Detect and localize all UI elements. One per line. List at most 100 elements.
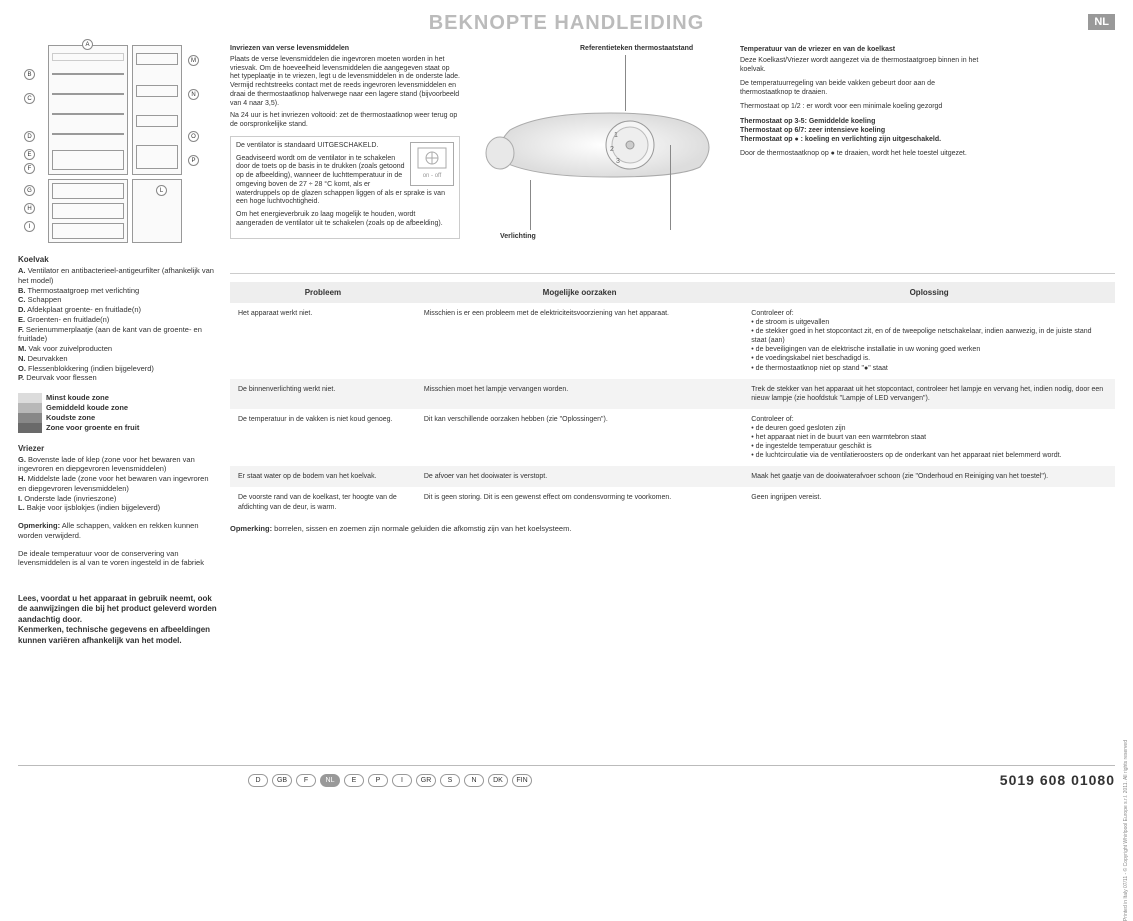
diagram-label: C [24,93,35,104]
temp-l2: Thermostaat op 3-5: Gemiddelde koeling [740,118,875,125]
def-item: L. Bakje voor ijsblokjes (indien bijgele… [18,503,218,513]
cell-problem: De binnenverlichting werkt niet. [230,379,416,409]
diagram-label: N [188,89,199,100]
def-item: M. Vak voor zuivelproducten [18,344,218,354]
cell-solution: Controleer of:• de deuren goed gesloten … [743,409,1115,466]
def-item: H. Middelste lade (zone voor het bewaren… [18,474,218,494]
lang-selector: D GB F NL EPI GR SN DK FIN [248,774,532,787]
def-item: P. Deurvak voor flessen [18,373,218,383]
temp-p1: Deze Koelkast/Vriezer wordt aangezet via… [740,56,980,74]
lang-pill: GR [416,774,436,787]
diagram-label: E [24,149,35,160]
def-item: I. Onderste lade (invrieszone) [18,494,218,504]
diagram-label: O [188,131,199,142]
svg-text:3: 3 [616,158,620,165]
th-problem: Probleem [230,282,416,303]
def-item: B. Thermostaatgroep met verlichting [18,286,218,296]
table-row: De voorste rand van de koelkast, ter hoo… [230,487,1115,517]
lang-pill: FIN [512,774,532,787]
cell-problem: Het apparaat werkt niet. [230,303,416,379]
diagram-label: M [188,55,199,66]
def-item: D. Afdekplaat groente- en fruitlade(n) [18,305,218,315]
diagram-label: H [24,203,35,214]
svg-text:2: 2 [610,146,614,153]
cell-cause: De afvoer van het dooiwater is verstopt. [416,466,743,487]
lang-pill: GB [272,774,292,787]
lang-pill: S [440,774,460,787]
note-temp: De ideale temperatuur voor de conserveri… [18,549,218,569]
zone-label: Gemiddeld koude zone [46,403,139,413]
def-item: N. Deurvakken [18,354,218,364]
freeze-title: Invriezen van verse levensmiddelen [230,45,460,54]
zone-swatch [18,423,42,433]
table-row: Er staat water op de bodem van het koelv… [230,466,1115,487]
fan-icon: on - off [410,142,454,186]
lang-pill: D [248,774,268,787]
koelvak-list: A. Ventilator en antibacterieel-antigeur… [18,266,218,383]
cell-solution: Geen ingrijpen vereist. [743,487,1115,517]
diagram-label: I [24,221,35,232]
diagram-label: G [24,185,35,196]
troubleshoot-table: Probleem Mogelijke oorzaken Oplossing He… [230,282,1115,518]
lang-pill: DK [488,774,508,787]
cell-problem: De voorste rand van de koelkast, ter hoo… [230,487,416,517]
fan-p3: Om het energieverbruik zo laag mogelijk … [236,211,454,229]
table-footnote: Opmerking: borrelen, sissen en zoemen zi… [230,524,1115,534]
table-row: De temperatuur in de vakken is niet koud… [230,409,1115,466]
cell-solution: Maak het gaatje van de dooiwaterafvoer s… [743,466,1115,487]
svg-text:1: 1 [614,132,618,139]
thermostat-illustration: Referentieteken thermostaatstand 1 2 [470,45,730,265]
temp-l3: Thermostaat op 6/7: zeer intensieve koel… [740,127,885,134]
cell-solution: Trek de stekker van het apparaat uit het… [743,379,1115,409]
table-row: De binnenverlichting werkt niet.Misschie… [230,379,1115,409]
copyright-text: Printed in Italy 07/11 - © Copyright Whi… [1123,740,1129,921]
cell-solution: Controleer of:• de stroom is uitgevallen… [743,303,1115,379]
th-solution: Oplossing [743,282,1115,303]
zone-swatch [18,403,42,413]
cell-cause: Misschien is er een probleem met de elek… [416,303,743,379]
lang-pill: NL [320,774,340,787]
temp-l4: Thermostaat op ● : koeling en verlichtin… [740,136,941,143]
temp-title: Temperatuur van de vriezer en van de koe… [740,45,980,54]
diagram-label: A [82,39,93,50]
def-item: G. Bovenste lade of klep (zone voor het … [18,455,218,475]
zone-legend: Minst koude zoneGemiddeld koude zoneKoud… [18,393,218,434]
def-item: C. Schappen [18,295,218,305]
def-item: A. Ventilator en antibacterieel-antigeur… [18,266,218,286]
temp-p3: Door de thermostaatknop op ● te draaien,… [740,149,980,158]
table-row: Het apparaat werkt niet.Misschien is er … [230,303,1115,379]
cell-cause: Dit kan verschillende oorzaken hebben (z… [416,409,743,466]
zone-label: Koudste zone [46,413,139,423]
warning-text: Lees, voordat u het apparaat in gebruik … [18,594,218,646]
temp-l1: Thermostaat op 1/2 : er wordt voor een m… [740,102,980,111]
zone-label: Minst koude zone [46,393,139,403]
lang-pill: N [464,774,484,787]
vriezer-title: Vriezer [18,444,218,453]
cell-problem: Er staat water op de bodem van het koelv… [230,466,416,487]
freeze-p2: Na 24 uur is het invriezen voltooid: zet… [230,112,460,130]
zone-swatch [18,413,42,423]
def-item: F. Serienummerplaatje (aan de kant van d… [18,325,218,345]
diagram-label: D [24,131,35,142]
callout-ref: Referentieteken thermostaatstand [580,45,693,52]
diagram-label: P [188,155,199,166]
def-item: E. Groenten- en fruitlade(n) [18,315,218,325]
zone-label: Zone voor groente en fruit [46,423,139,433]
doc-code: 5019 608 01080 [1000,772,1115,788]
freeze-p1: Plaats de verse levensmiddelen die ingev… [230,56,460,109]
diagram-label: B [24,69,35,80]
lang-badge: NL [1088,14,1115,30]
def-item: O. Flessenblokkering (indien bijgeleverd… [18,364,218,374]
temp-p2: De temperatuurregeling van beide vakken … [740,79,980,97]
callout-light: Verlichting [500,233,536,240]
zone-swatch [18,393,42,403]
lang-pill: P [368,774,388,787]
lang-pill: I [392,774,412,787]
lang-pill: F [296,774,316,787]
cell-cause: Dit is geen storing. Dit is een gewenst … [416,487,743,517]
fridge-diagram: A B C D E F G H I L M N O P [48,45,208,245]
page-title: BEKNOPTE HANDLEIDING [429,12,705,35]
lang-pill: E [344,774,364,787]
diagram-label: L [156,185,167,196]
note-removable: Opmerking: Alle schappen, vakken en rekk… [18,521,218,541]
